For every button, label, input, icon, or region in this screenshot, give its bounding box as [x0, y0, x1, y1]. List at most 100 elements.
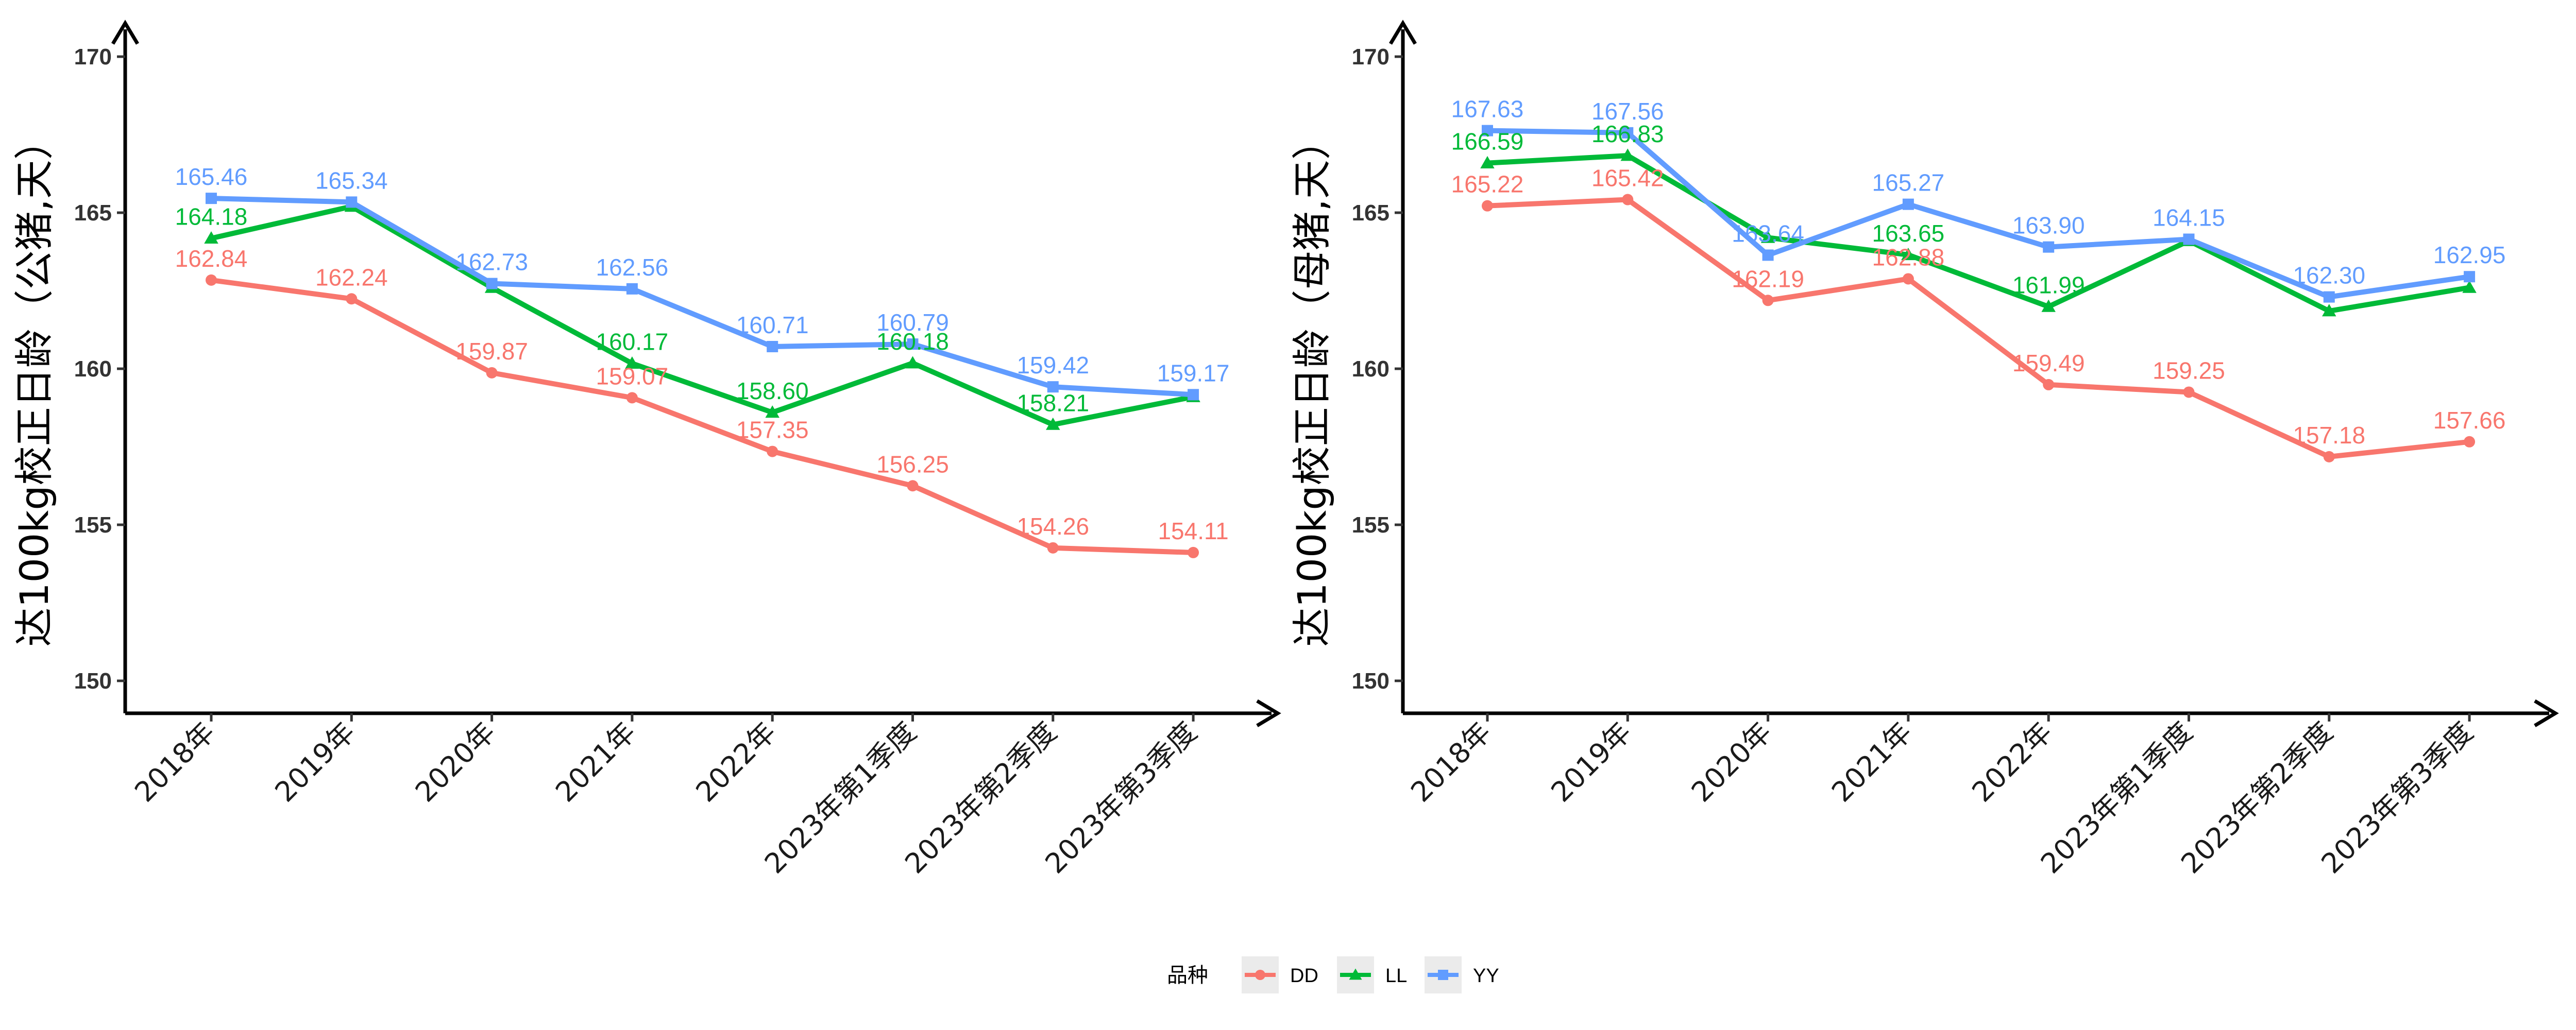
x-tick-label: 2019年	[269, 716, 362, 809]
y-tick-label: 165	[1352, 200, 1389, 226]
series-line-yy	[1487, 128, 2470, 300]
y-tick-label: 160	[74, 356, 112, 382]
x-tick-label: 2023年第3季度	[2315, 716, 2480, 880]
series-line-dd	[1487, 197, 2470, 459]
y-tick-label: 155	[74, 512, 112, 538]
data-label-yy: 165.46	[175, 163, 248, 190]
data-point-dd	[626, 392, 638, 404]
data-label-yy: 163.64	[1732, 220, 1804, 247]
data-label-dd: 165.42	[1591, 165, 1664, 192]
data-point-yy	[346, 196, 358, 208]
legend-label-dd: DD	[1290, 965, 1318, 987]
data-point-dd	[1047, 542, 1059, 554]
data-point-dd	[2183, 386, 2195, 398]
legend-marker-yy	[1438, 970, 1448, 980]
data-point-ll	[2322, 304, 2336, 317]
y-tick-label: 150	[1352, 668, 1389, 694]
y-axis-label: 达100kg校正日龄（母猪,天）	[1289, 121, 1335, 646]
data-point-ll	[625, 356, 639, 369]
x-tick-label: 2021年	[549, 716, 642, 809]
data-label-ll: 166.83	[1591, 121, 1664, 147]
series-line-ll	[1487, 153, 2470, 314]
data-point-ll	[765, 405, 779, 418]
data-point-ll	[2462, 280, 2477, 293]
y-tick-label: 155	[1352, 512, 1389, 538]
data-point-yy	[1622, 127, 1634, 139]
y-axis-label: 达100kg校正日龄（公猪,天）	[11, 121, 57, 646]
x-axis-arrow	[1256, 699, 1281, 728]
data-point-dd	[1482, 200, 1493, 212]
data-label-yy: 162.56	[596, 254, 669, 281]
data-label-dd: 157.18	[2293, 422, 2365, 449]
x-tick-label: 2023年第1季度	[758, 716, 923, 880]
data-point-ll	[1901, 248, 1916, 261]
data-point-yy	[907, 338, 919, 350]
data-point-yy	[1047, 381, 1059, 393]
data-label-dd: 162.84	[175, 245, 248, 272]
x-tick-label: 2023年第2季度	[2175, 716, 2339, 880]
data-point-yy	[2464, 271, 2476, 283]
legend-marker-ll	[1349, 968, 1362, 980]
data-label-yy: 162.73	[455, 249, 528, 276]
data-label-ll: 158.21	[1016, 389, 1089, 416]
data-point-yy	[206, 193, 217, 204]
series-line-ll	[210, 203, 1194, 427]
x-tick-label: 2018年	[128, 716, 221, 809]
data-label-dd: 159.07	[596, 363, 669, 389]
series-line-dd	[211, 277, 1194, 555]
data-label-yy: 163.90	[2012, 212, 2085, 239]
data-label-yy: 160.71	[736, 312, 809, 338]
panel-sow: 150 155 160 165 170 2018年 2019年 2020年 2021年 2022年…	[1289, 20, 2559, 880]
data-point-dd	[1762, 295, 1774, 306]
x-tick-label: 2023年第3季度	[1039, 716, 1204, 880]
data-point-yy	[1188, 389, 1199, 401]
data-point-dd	[2464, 436, 2476, 448]
data-label-yy: 159.17	[1157, 359, 1230, 386]
data-point-dd	[1902, 273, 1914, 285]
data-point-dd	[2323, 451, 2335, 462]
data-label-dd: 154.11	[1158, 518, 1228, 544]
data-point-dd	[2043, 379, 2055, 390]
data-label-dd: 156.25	[876, 451, 949, 477]
data-label-yy: 165.27	[1872, 169, 1945, 196]
data-label-dd: 165.22	[1451, 171, 1524, 198]
data-label-dd: 159.25	[2153, 357, 2225, 384]
x-tick-label: 2018年	[1404, 716, 1497, 809]
data-point-yy	[486, 278, 498, 289]
data-label-yy: 167.63	[1451, 96, 1524, 123]
x-tick-label: 2022年	[1965, 716, 2058, 809]
data-label-dd: 162.19	[1732, 265, 1804, 292]
y-tick-label: 165	[74, 200, 112, 226]
panel-boar: 150 155 160 165 170 2018年 2019年 2020年 2021年 2022年…	[11, 20, 1281, 880]
legend-title: 品种	[1167, 964, 1208, 987]
data-label-yy: 167.56	[1591, 98, 1664, 125]
data-point-dd	[767, 445, 778, 457]
data-point-dd	[1622, 194, 1634, 205]
data-label-dd: 154.26	[1016, 513, 1089, 540]
data-point-yy	[767, 340, 778, 352]
data-point-dd	[1188, 546, 1199, 558]
data-point-ll	[2041, 299, 2056, 312]
data-point-yy	[626, 283, 638, 295]
x-tick-label: 2020年	[1685, 716, 1778, 809]
legend-label-ll: LL	[1385, 965, 1407, 987]
data-point-yy	[2043, 241, 2055, 253]
data-label-yy: 160.79	[876, 309, 949, 336]
data-point-ll	[1620, 148, 1635, 161]
data-label-ll: 158.60	[736, 377, 809, 404]
data-point-dd	[346, 293, 358, 305]
data-point-yy	[2183, 233, 2195, 245]
data-label-ll: 160.17	[596, 329, 669, 355]
data-point-ll	[1480, 156, 1495, 168]
y-tick-label: 170	[1352, 44, 1389, 70]
x-tick-label: 2019年	[1545, 716, 1638, 809]
x-tick-label: 2022年	[689, 716, 782, 809]
data-point-dd	[486, 367, 498, 379]
x-tick-label: 2021年	[1825, 716, 1918, 809]
data-point-yy	[1482, 125, 1493, 136]
legend-key-dd	[1242, 956, 1279, 993]
data-label-dd: 159.87	[455, 338, 528, 365]
data-label-yy: 162.30	[2293, 262, 2365, 289]
data-label-dd: 162.88	[1872, 244, 1945, 270]
